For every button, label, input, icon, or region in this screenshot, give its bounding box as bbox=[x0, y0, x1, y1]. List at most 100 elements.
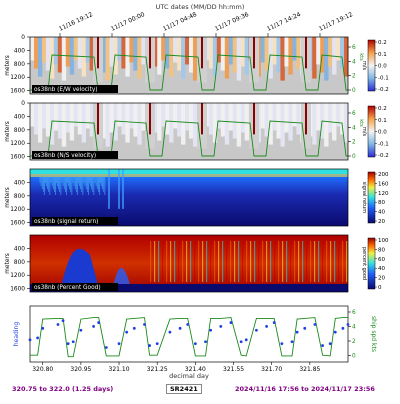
percent-streak bbox=[238, 241, 240, 282]
percent-streak bbox=[230, 241, 232, 282]
percent-streak bbox=[226, 241, 228, 282]
low-percent-region bbox=[30, 284, 348, 292]
ship-speed-line bbox=[30, 317, 348, 358]
field-cell bbox=[189, 37, 194, 73]
field-cell bbox=[37, 103, 43, 143]
top-axis-ticks: 11/16 19:12 11/17 00:00 11/17 04:48 11/17 0… bbox=[58, 11, 354, 37]
y-tick-label: 1600 bbox=[10, 221, 25, 227]
colorbar-tick-label: 0.1 bbox=[378, 52, 387, 58]
right-tick-label: 4 bbox=[352, 59, 356, 65]
heading-point bbox=[341, 326, 345, 330]
y-tick-label: 400 bbox=[14, 246, 25, 252]
field-cell bbox=[173, 37, 178, 63]
colorbar-tick-label: 60 bbox=[378, 257, 385, 263]
percent-streak bbox=[222, 241, 224, 282]
signal-streak bbox=[108, 169, 110, 209]
field-cell bbox=[113, 103, 118, 141]
colorbar-label: m/s bbox=[361, 127, 367, 137]
field-cell bbox=[61, 37, 67, 81]
field-cell bbox=[312, 103, 317, 145]
field-cell bbox=[328, 103, 333, 133]
field-cell bbox=[276, 103, 281, 139]
field-cell bbox=[312, 37, 317, 79]
field-cell bbox=[157, 37, 162, 75]
turn-mark bbox=[97, 37, 99, 69]
colorbar-label: m/s bbox=[361, 61, 367, 71]
panel-frame bbox=[29, 234, 349, 293]
field-cell bbox=[284, 103, 289, 133]
panel-ylabel: meters bbox=[5, 121, 11, 141]
footer-dates: 2024/11/16 17:56 to 2024/11/17 23:56 bbox=[235, 385, 375, 393]
field-cell bbox=[133, 103, 138, 137]
bottom-xlabel: decimal day bbox=[169, 372, 209, 380]
colorbar-tick-label: 40 bbox=[378, 210, 385, 216]
heading-point bbox=[28, 338, 32, 342]
field-cell bbox=[260, 37, 265, 63]
right-axis-label: kts bbox=[358, 53, 364, 61]
bottom-x-tick-label: 321.55 bbox=[223, 366, 244, 373]
bottom-x-tick-label: 321.25 bbox=[147, 366, 168, 373]
field-cell bbox=[332, 37, 337, 75]
field-cell bbox=[57, 37, 63, 73]
heading-point bbox=[41, 326, 45, 330]
field-cell bbox=[224, 103, 230, 145]
field-cell bbox=[101, 103, 106, 139]
field-cell bbox=[192, 37, 198, 81]
percent-streak bbox=[298, 241, 300, 282]
panel-ylabel: meters bbox=[5, 55, 11, 75]
heading-point bbox=[61, 319, 65, 323]
percent-streak bbox=[186, 241, 188, 282]
field-cell bbox=[161, 103, 166, 127]
percent-streak bbox=[190, 241, 192, 282]
bottom-right-ticks: 6 4 2 0 bbox=[348, 310, 356, 360]
field-cell bbox=[185, 103, 190, 131]
percent-streak bbox=[182, 241, 184, 282]
right-tick-label: 2 bbox=[352, 140, 356, 146]
percent-streak bbox=[150, 241, 152, 282]
field-cell bbox=[53, 37, 59, 65]
heading-point bbox=[219, 325, 223, 328]
field-cell bbox=[344, 103, 349, 143]
bottom-x-tick-label: 320.95 bbox=[70, 366, 91, 373]
percent-streak bbox=[274, 241, 276, 282]
percent-streak bbox=[286, 241, 288, 282]
panel-3: 400 800 1200 1600 meters os38nb (signal retur… bbox=[5, 168, 389, 227]
heading-point bbox=[66, 342, 70, 346]
y-tick-label: 0 bbox=[21, 35, 25, 41]
field-cell bbox=[181, 103, 186, 145]
percent-streak bbox=[202, 241, 204, 282]
colorbar bbox=[367, 39, 376, 92]
percent-streak bbox=[334, 241, 336, 282]
field-cell bbox=[192, 103, 198, 147]
y-tick-label: 0 bbox=[21, 101, 25, 107]
y-tick-label: 1200 bbox=[10, 273, 25, 279]
percent-streak bbox=[290, 241, 292, 282]
field-cell bbox=[228, 103, 234, 131]
field-cell bbox=[77, 103, 83, 135]
bottom-x-tick-label: 320.80 bbox=[32, 366, 53, 373]
field-cell bbox=[161, 37, 166, 61]
field-cell bbox=[224, 37, 230, 79]
top-tick-label: 11/16 19:12 bbox=[58, 11, 94, 33]
panel-label: os38nb (E/W velocity) bbox=[34, 87, 98, 93]
colorbar-tick-label: 0 bbox=[378, 285, 382, 291]
colorbar-tick-label: 160 bbox=[378, 181, 389, 187]
field-cell bbox=[276, 37, 281, 73]
colorbar-tick-label: 0.2 bbox=[378, 40, 387, 46]
turn-mark bbox=[201, 103, 203, 135]
field-cell bbox=[33, 37, 39, 69]
heading-point bbox=[290, 340, 294, 344]
field-cell bbox=[129, 103, 134, 129]
percent-streak bbox=[262, 241, 264, 282]
colorbar-tick-label: 0.2 bbox=[378, 106, 387, 112]
turn-mark bbox=[253, 37, 255, 69]
panel-2: 0 400 800 1200 1600 meters os38nb (N/S velocit… bbox=[5, 101, 389, 161]
heading-point bbox=[132, 326, 136, 330]
panel-label-box bbox=[32, 85, 118, 93]
heading-point bbox=[117, 342, 121, 346]
field-cell bbox=[165, 37, 170, 69]
panel-frame bbox=[29, 36, 349, 95]
top-tick-label: 11/17 09:36 bbox=[214, 11, 250, 33]
field-cell bbox=[232, 103, 238, 139]
